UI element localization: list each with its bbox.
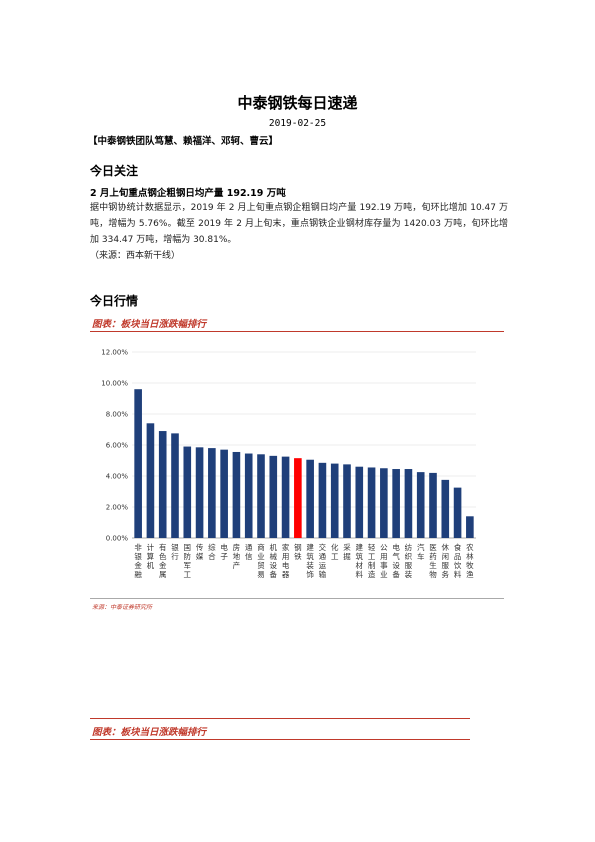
x-tick-label: 计算机 [147, 542, 155, 570]
x-tick-label: 食品饮料 [454, 542, 462, 579]
chart-y-tick-labels: 0.00% 2.00% 4.00% 6.00% 8.00% 10.00% 12.00% [101, 349, 128, 543]
figure-label: 图表：板块当日涨跌幅排行 [92, 319, 207, 330]
x-tick-label: 汽车 [417, 542, 425, 561]
bar [453, 487, 462, 538]
bar [269, 455, 278, 538]
bar [355, 466, 364, 538]
focus-paragraph: 据中钢协统计数据显示，2019 年 2 月上旬重点钢企粗钢日均产量 192.19… [90, 203, 508, 245]
bar [232, 451, 241, 538]
bar [171, 433, 179, 538]
bar [257, 454, 265, 538]
x-tick-label: 农林牧渔 [466, 542, 474, 579]
x-tick-label: 商业贸易 [257, 542, 265, 579]
bar [183, 446, 192, 538]
y-tick-label: 6.00% [106, 442, 129, 450]
x-tick-label: 交通运输 [319, 542, 327, 579]
bar [244, 453, 253, 538]
market-heading: 今日行情 [90, 294, 139, 308]
focus-heading: 今日关注 [90, 164, 139, 178]
x-tick-label: 有色金属 [159, 542, 167, 579]
bar [416, 472, 425, 538]
y-tick-label: 10.00% [101, 380, 128, 388]
x-tick-label: 房地产 [233, 542, 241, 570]
x-tick-label: 化工 [331, 542, 339, 561]
figure-bottom-rule [90, 598, 504, 599]
y-tick-label: 4.00% [106, 473, 129, 481]
bar-chart: 0.00% 2.00% 4.00% 6.00% 8.00% 10.00% 12.00% 非银… [101, 349, 476, 579]
x-tick-label: 采掘 [343, 542, 351, 561]
x-tick-label: 通信 [245, 542, 253, 561]
bar [380, 468, 388, 538]
bar [318, 462, 327, 538]
bar [208, 448, 216, 538]
figure2-label: 图表：板块当日涨跌幅排行 [92, 727, 207, 738]
bar [429, 472, 437, 538]
y-tick-label: 8.00% [106, 411, 129, 419]
bar [220, 449, 228, 538]
x-tick-label: 非银金融 [134, 542, 142, 579]
x-tick-label: 公用事业 [380, 543, 388, 579]
x-tick-label: 传媒 [196, 542, 204, 561]
bar [343, 464, 351, 538]
x-tick-label: 建筑材料 [356, 542, 364, 579]
x-tick-label: 轻工制造 [368, 542, 376, 579]
x-tick-label: 机械设备 [270, 542, 278, 579]
bar [281, 456, 290, 538]
y-tick-label: 2.00% [106, 504, 129, 512]
x-tick-label: 电气设备 [392, 542, 400, 579]
bar [134, 389, 142, 538]
x-tick-label: 家用电器 [282, 542, 290, 579]
doc-title: 中泰钢铁每日速递 [237, 94, 358, 112]
x-tick-label: 建筑装饰 [306, 542, 314, 579]
bar [294, 458, 302, 538]
x-tick-label: 纺织服装 [405, 542, 413, 579]
x-tick-label: 休闲服务 [442, 542, 450, 579]
doc-date: 2019-02-25 [268, 118, 327, 129]
figure-top-rule [90, 331, 504, 332]
team-line: 【中泰钢铁团队笃慧、赖福洋、邓轲、曹云】 [88, 136, 279, 147]
bar [466, 516, 474, 538]
x-tick-label: 电子 [220, 542, 228, 561]
bar [441, 479, 450, 538]
bar [195, 447, 204, 538]
bar [330, 463, 339, 538]
x-tick-label: 钢铁 [294, 542, 302, 561]
y-tick-label: 12.00% [101, 349, 128, 357]
figure2-top-rule [90, 718, 470, 719]
bar [392, 469, 400, 538]
x-tick-label: 国防军工 [184, 543, 192, 579]
bar [158, 431, 167, 538]
x-tick-label: 医药生物 [429, 543, 437, 579]
chart-source: 来源：中泰证券研究所 [92, 604, 153, 611]
bar [404, 469, 413, 538]
chart-x-tick-labels: 非银金融计算机有色金属银行国防军工传媒综合电子房地产通信商业贸易机械设备家用电器… [134, 542, 474, 579]
x-tick-label: 银行 [171, 543, 179, 561]
bar [146, 423, 155, 538]
focus-source: （来源：西本新干线） [90, 251, 181, 261]
focus-subheading: 2 月上旬重点钢企粗钢日均产量 192.19 万吨 [90, 188, 286, 199]
chart-bars [134, 389, 474, 538]
x-tick-label: 综合 [208, 542, 216, 561]
y-tick-label: 0.00% [106, 535, 129, 543]
bar [367, 467, 376, 538]
figure2-under-rule [90, 739, 470, 740]
bar [306, 459, 314, 538]
